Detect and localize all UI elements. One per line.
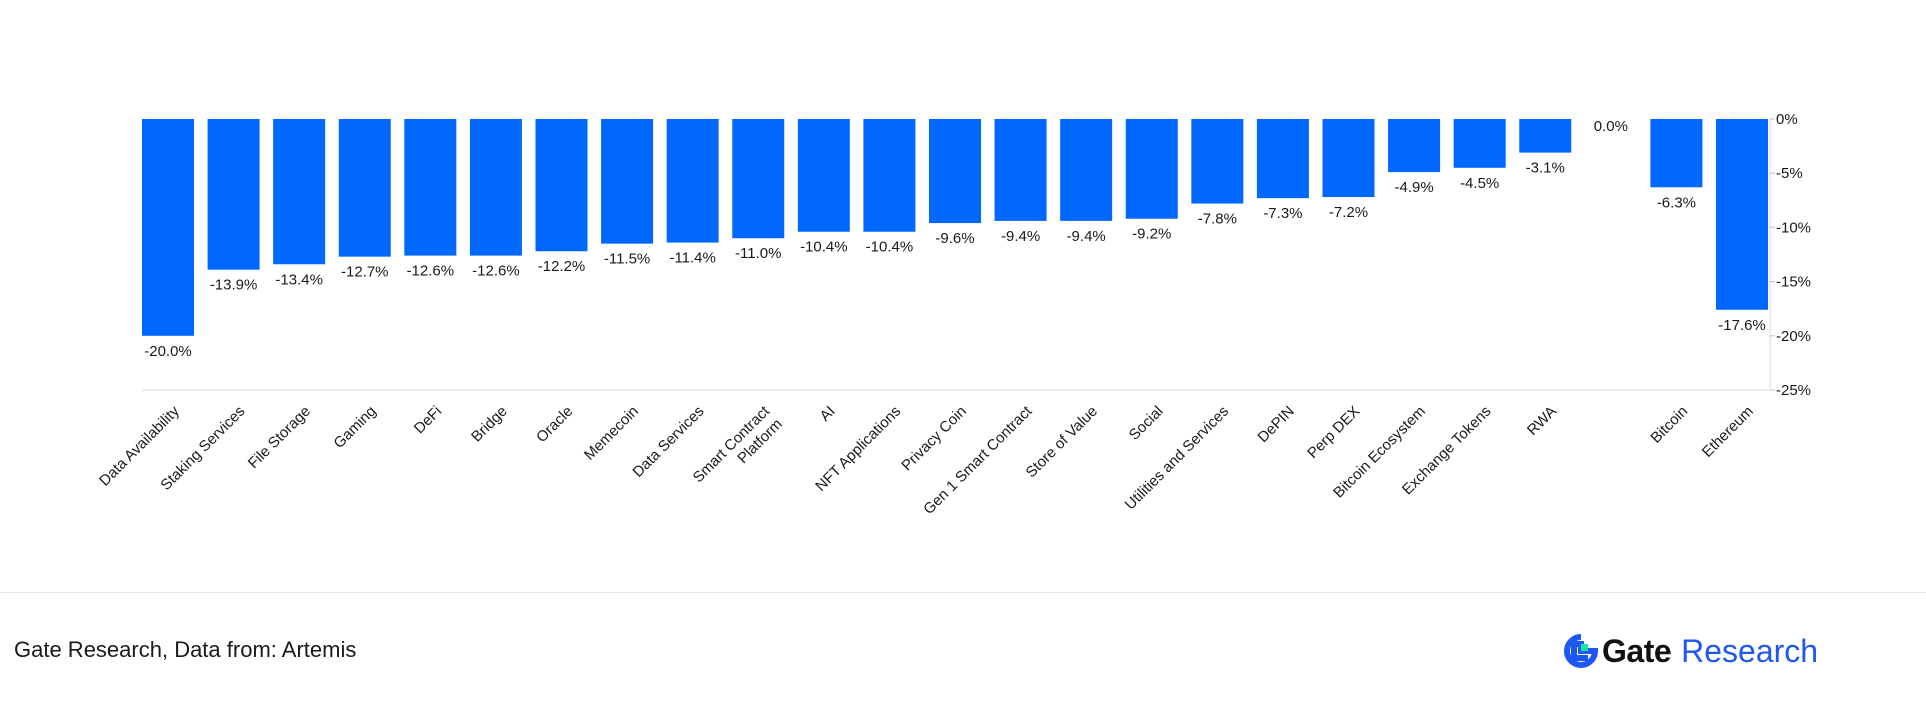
y-tick-label: -25% — [1776, 382, 1811, 399]
bar-value-label: -11.0% — [735, 245, 781, 262]
bar-chart: 0%-5%-10%-15%-20%-25%-20.0%Data Availabi… — [96, 111, 1811, 518]
y-tick-label: -15% — [1776, 274, 1811, 291]
y-tick-label: -20% — [1776, 328, 1811, 345]
bar-value-label: -6.3% — [1657, 194, 1696, 211]
bar-value-label: -7.2% — [1329, 204, 1368, 221]
bar — [469, 119, 522, 256]
bar — [1519, 119, 1572, 153]
category-label-group: RWA — [1524, 403, 1560, 439]
bar — [1191, 119, 1244, 204]
category-label: DeFi — [411, 403, 445, 437]
category-label-group: Bitcoin — [1647, 403, 1691, 447]
bar — [666, 119, 719, 243]
category-label: Privacy Coin — [898, 403, 970, 475]
category-label-group: Bridge — [468, 403, 511, 446]
bar-value-label: -12.6% — [407, 263, 455, 280]
bar-value-label: -20.0% — [144, 343, 192, 360]
bar-value-label: -12.6% — [472, 263, 520, 280]
chart-area: 0% -5% -10% -15% -20% -25% -20.0% Data Availabi… — [96, 111, 1811, 518]
bar — [601, 119, 654, 244]
y-tick-label: -10% — [1776, 219, 1811, 236]
bar — [1322, 119, 1375, 198]
y-tick-label: -5% — [1776, 165, 1803, 182]
category-label-group: Perp DEX — [1304, 403, 1363, 462]
bar — [273, 119, 326, 265]
category-label-group: Privacy Coin — [898, 403, 970, 475]
bar-value-label: -17.6% — [1718, 317, 1766, 334]
category-label: RWA — [1524, 403, 1560, 439]
bar — [1650, 119, 1703, 188]
category-label: Bridge — [468, 403, 511, 446]
footer-divider — [0, 592, 1926, 593]
bar — [732, 119, 785, 239]
bar-value-label: -9.2% — [1132, 226, 1171, 243]
category-label: DePIN — [1254, 403, 1297, 446]
bar — [863, 119, 916, 232]
bar — [404, 119, 457, 256]
bar-value-label: -11.5% — [604, 251, 650, 268]
bar-value-label: -12.2% — [538, 258, 586, 275]
bar-value-label: -4.9% — [1394, 179, 1433, 196]
category-label-group: Gen 1 Smart Contract — [920, 402, 1036, 518]
bar-value-label: -10.4% — [866, 239, 914, 256]
brand-suffix: Research — [1681, 632, 1819, 669]
category-label: Social — [1126, 403, 1167, 444]
category-label: Oracle — [533, 403, 576, 446]
bar-value-label: -12.7% — [341, 264, 389, 281]
bar — [1256, 119, 1309, 199]
bar-value-label: -7.3% — [1263, 205, 1302, 222]
bar-value-label: -10.4% — [800, 239, 848, 256]
brand-name: Gate — [1602, 632, 1672, 669]
gate-logo-icon — [1564, 634, 1598, 668]
bar — [994, 119, 1047, 221]
bar — [1060, 119, 1113, 221]
bar-value-label: -9.4% — [1067, 228, 1106, 245]
bar-value-label: -11.4% — [669, 250, 715, 267]
category-label: File Storage — [245, 403, 314, 472]
bar — [207, 119, 260, 270]
category-label-group: File Storage — [245, 403, 314, 472]
bar-value-label: -9.4% — [1001, 228, 1040, 245]
bar-value-label: -7.8% — [1198, 211, 1237, 228]
category-label: Bitcoin — [1647, 403, 1691, 447]
y-tick-label: 0% — [1776, 111, 1798, 128]
category-label: AI — [817, 403, 839, 425]
bar — [535, 119, 588, 252]
category-label: Perp DEX — [1304, 403, 1363, 462]
bar — [1716, 119, 1768, 310]
source-caption: Gate Research, Data from: Artemis — [14, 637, 357, 662]
bar-value-label: -13.9% — [210, 277, 258, 294]
bar — [338, 119, 391, 257]
category-label-group: DeFi — [411, 403, 445, 437]
category-label-group: Gaming — [330, 403, 379, 452]
bar-value-label: -4.5% — [1460, 175, 1499, 192]
bar — [1453, 119, 1506, 168]
category-label-group: Oracle — [533, 403, 576, 446]
bar-value-label: 0.0% — [1594, 118, 1628, 135]
category-label: Gaming — [330, 403, 379, 452]
bar-value-label: -9.6% — [935, 230, 974, 247]
category-label-group: Social — [1126, 403, 1167, 444]
category-label: Ethereum — [1699, 403, 1757, 461]
category-label-group: DePIN — [1254, 403, 1297, 446]
bar — [1125, 119, 1178, 219]
category-label-group: Memecoin — [581, 403, 642, 464]
bar — [1388, 119, 1441, 173]
category-label-group: AI — [817, 403, 839, 425]
category-label-group: Ethereum — [1699, 403, 1757, 461]
category-label: Memecoin — [581, 403, 642, 464]
bar — [797, 119, 850, 232]
category-label: Gen 1 Smart Contract — [920, 402, 1036, 518]
bar — [929, 119, 981, 224]
bar-value-label: -13.4% — [275, 271, 323, 288]
bar-value-label: -3.1% — [1526, 160, 1565, 177]
bar — [142, 119, 194, 336]
brand-logo: Gate Research — [1564, 630, 1818, 672]
